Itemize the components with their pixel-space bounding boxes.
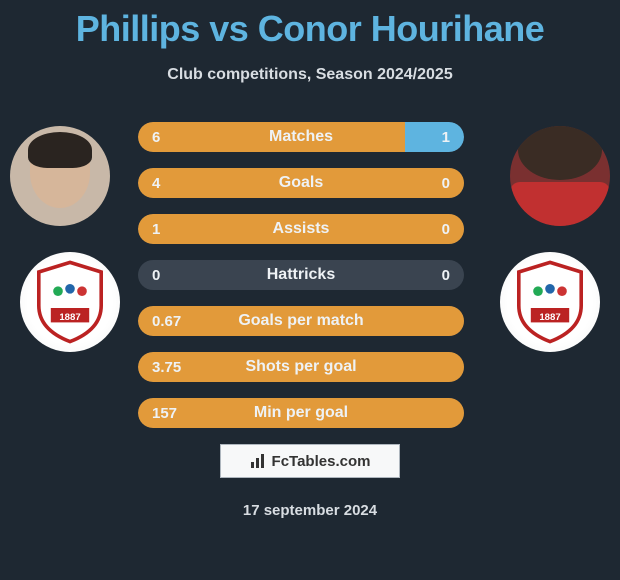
brand-text: FcTables.com — [272, 453, 371, 470]
svg-text:1887: 1887 — [539, 312, 560, 323]
stat-label: Goals — [138, 168, 464, 198]
stat-row: Shots per goal3.75 — [138, 352, 464, 382]
stat-label: Min per goal — [138, 398, 464, 428]
stat-row: Matches6 1 — [138, 122, 464, 152]
stat-row: Hattricks0 0 — [138, 260, 464, 290]
brand-logo: FcTables.com — [220, 444, 400, 478]
chart-icon — [250, 453, 266, 469]
page-title: Phillips vs Conor Hourihane — [0, 0, 620, 50]
stat-value-left: 3.75 — [152, 352, 181, 382]
stat-value-left: 0 — [152, 260, 160, 290]
stat-value-right: 0 — [442, 168, 450, 198]
stat-label: Shots per goal — [138, 352, 464, 382]
club-crest-right: 1887 — [500, 252, 600, 352]
stat-value-right: 0 — [442, 260, 450, 290]
stat-value-left: 0.67 — [152, 306, 181, 336]
stat-row: Goals per match0.67 — [138, 306, 464, 336]
stat-value-left: 6 — [152, 122, 160, 152]
stat-label: Hattricks — [138, 260, 464, 290]
player-left-avatar — [10, 126, 110, 226]
comparison-bars: Matches61Goals40Assists10Hattricks00Goal… — [138, 122, 464, 444]
stat-value-left: 4 — [152, 168, 160, 198]
subtitle: Club competitions, Season 2024/2025 — [0, 66, 620, 84]
stat-label: Matches — [138, 122, 464, 152]
stat-label: Assists — [138, 214, 464, 244]
stat-row: Goals4 0 — [138, 168, 464, 198]
stat-value-left: 157 — [152, 398, 177, 428]
date-label: 17 september 2024 — [0, 502, 620, 519]
stat-value-left: 1 — [152, 214, 160, 244]
club-crest-left: 1887 — [20, 252, 120, 352]
player-right-avatar — [510, 126, 610, 226]
stat-row: Min per goal157 — [138, 398, 464, 428]
stat-value-right: 1 — [442, 122, 450, 152]
stat-label: Goals per match — [138, 306, 464, 336]
svg-text:1887: 1887 — [59, 312, 80, 323]
stat-value-right: 0 — [442, 214, 450, 244]
stat-row: Assists1 0 — [138, 214, 464, 244]
